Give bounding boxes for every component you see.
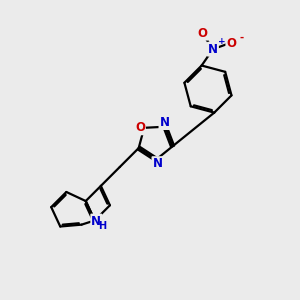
Text: -: -	[239, 32, 243, 42]
Text: H: H	[98, 221, 106, 231]
Text: N: N	[152, 157, 163, 170]
Text: N: N	[91, 214, 101, 227]
Text: N: N	[208, 43, 218, 56]
Text: N: N	[160, 116, 170, 129]
Text: O: O	[135, 121, 145, 134]
Text: O: O	[226, 37, 236, 50]
Text: +: +	[218, 38, 226, 46]
Text: O: O	[198, 27, 208, 40]
